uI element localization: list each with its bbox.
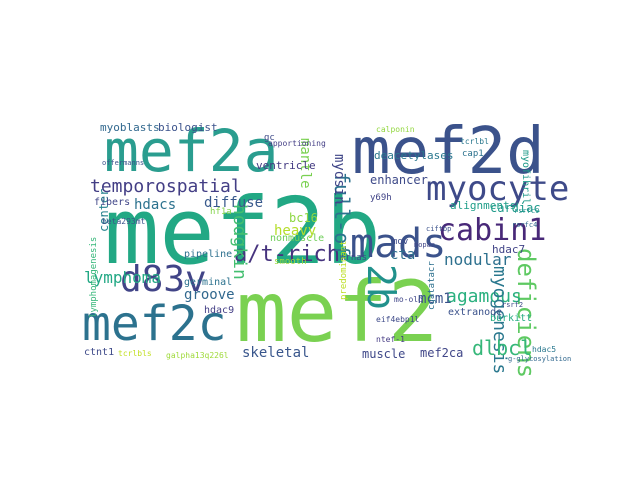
word: cta xyxy=(390,247,416,263)
word: hdac5 xyxy=(532,345,557,354)
word: mrnas xyxy=(340,253,368,263)
word: eif4ebp1l xyxy=(376,315,420,324)
word: rsrfc9 xyxy=(514,207,540,215)
word: ctnt1 xyxy=(84,347,115,358)
word: ntef-1 xyxy=(376,335,405,344)
word: cabin1 xyxy=(438,213,547,248)
word: mo-old xyxy=(394,295,423,304)
word: tcrlbl xyxy=(460,137,489,146)
word: germinal xyxy=(184,277,233,288)
word: cap1 xyxy=(462,149,484,159)
word: mov xyxy=(392,237,409,247)
word: myofibril xyxy=(520,150,531,205)
word: burkitt xyxy=(490,313,533,324)
word: y69h xyxy=(370,193,392,203)
word: agamous xyxy=(446,286,522,307)
word: temporospatial xyxy=(90,176,242,197)
word: rsrfc4 xyxy=(512,221,538,229)
word: lymphomagenesis xyxy=(89,236,99,318)
word: heavy xyxy=(274,223,317,239)
word: lymphoma xyxy=(84,268,162,287)
word: nonmuscle xyxy=(270,233,325,244)
word: diffuse xyxy=(204,195,264,211)
word: extranode xyxy=(448,307,503,318)
word: a/t-rich xyxy=(234,242,340,267)
word: alignments xyxy=(450,199,517,212)
word: myosin xyxy=(331,154,347,205)
word: offermanns xyxy=(102,159,145,167)
word: muscle xyxy=(362,347,406,361)
word: tcrlbls xyxy=(118,349,152,358)
word: mopac xyxy=(414,241,436,249)
word-cloud: mef2b mef2d mef2a mef2 mef2c myocyte cab… xyxy=(80,115,571,378)
word: myocyte xyxy=(426,169,570,209)
word: pipeline xyxy=(184,249,233,260)
word: cgatatacr xyxy=(427,261,437,310)
word: mef2 xyxy=(236,263,439,361)
word: bc16 xyxy=(289,211,318,225)
word: groove xyxy=(184,287,235,303)
word: mef2a xyxy=(104,117,279,185)
word: ventricle xyxy=(256,159,316,172)
word: skeletal xyxy=(242,345,310,361)
word: smooth xyxy=(274,257,307,267)
word: ciftbp xyxy=(426,225,452,233)
word: d83v xyxy=(120,259,207,300)
word: galpha13q226l xyxy=(166,351,229,360)
word: g-glycosylation xyxy=(508,355,572,363)
word: hdac9 xyxy=(204,305,235,316)
word: hodgkin xyxy=(229,204,250,280)
word: calponin xyxy=(376,125,415,134)
word: mef2ca xyxy=(420,346,464,360)
word: beta293mt xyxy=(102,217,146,226)
word: cardiac xyxy=(490,201,541,215)
word: apportioning xyxy=(268,139,326,148)
word: biologist xyxy=(158,121,218,134)
word: mef2d xyxy=(352,115,545,189)
word: dlbcl xyxy=(472,336,533,360)
word: hdac7 xyxy=(492,243,526,256)
word: gc xyxy=(264,133,275,143)
word: mads xyxy=(350,221,447,267)
word: deacetylases xyxy=(374,149,454,162)
word: myoblasts xyxy=(100,121,160,134)
word: hf1a xyxy=(210,207,232,217)
word: mef2c xyxy=(82,296,227,352)
word: nodular xyxy=(444,250,512,269)
word: predominant xyxy=(339,240,349,300)
word: rsrf2 xyxy=(502,301,524,309)
word: hdacs xyxy=(134,197,177,213)
word: fibers xyxy=(94,197,131,208)
word: mef2b xyxy=(104,178,381,285)
word: enhancer xyxy=(370,173,428,187)
word: mcm1 xyxy=(418,291,452,307)
